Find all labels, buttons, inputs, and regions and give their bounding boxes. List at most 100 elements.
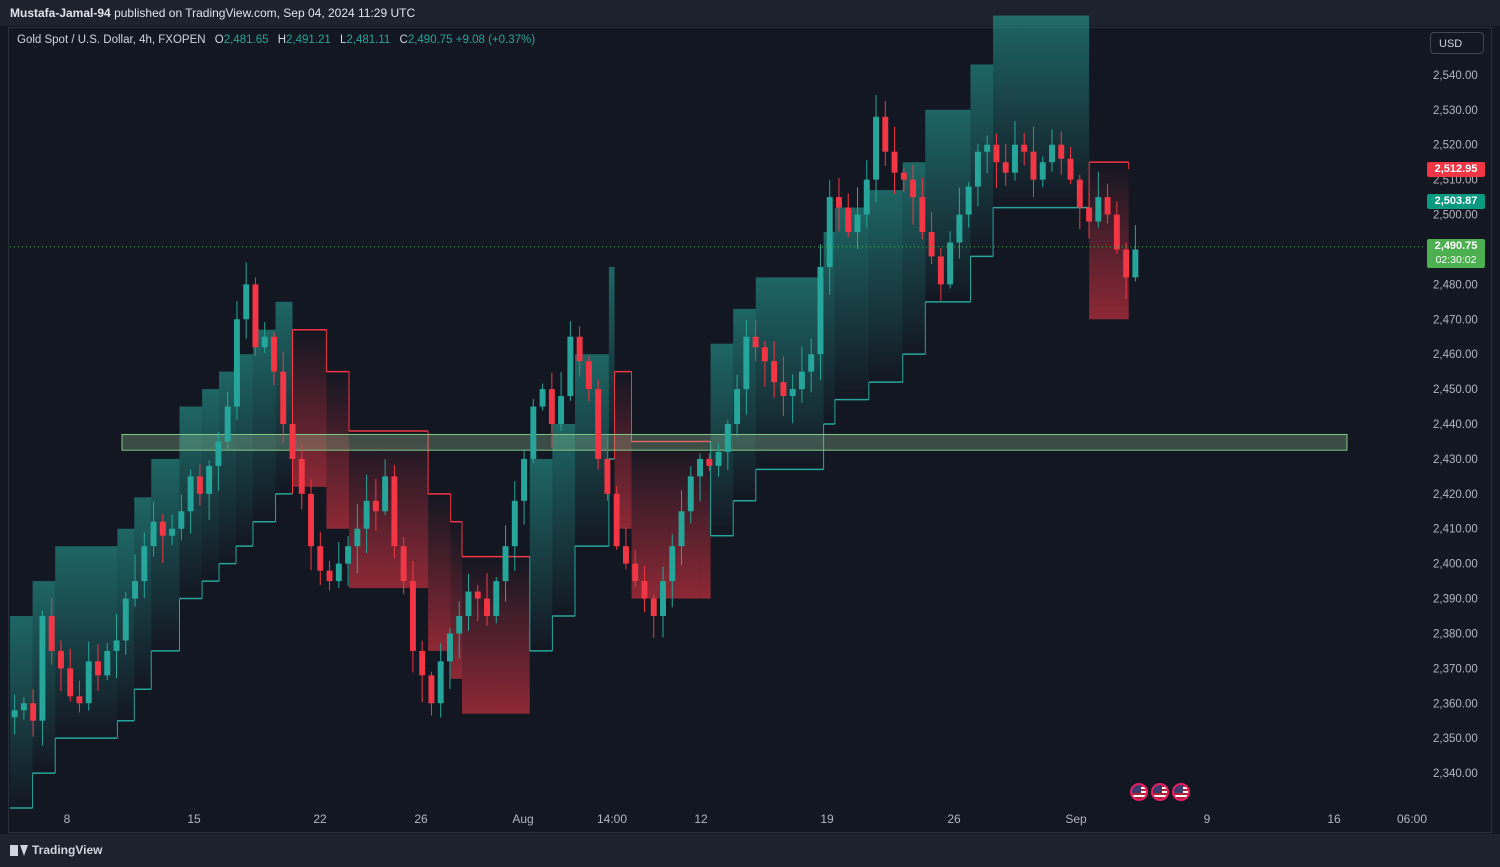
candle-body [993, 144, 1000, 163]
candle-body [808, 354, 815, 372]
candle-body [419, 650, 426, 676]
currency-button[interactable]: USD [1430, 32, 1484, 54]
candle-body [317, 546, 324, 571]
x-tick-label: 14:00 [597, 812, 627, 826]
author-name[interactable]: Mustafa-Jamal-94 [10, 6, 111, 20]
candle-body [20, 703, 27, 711]
candle-body [252, 284, 259, 348]
trail-band-up [834, 207, 869, 400]
y-tick-label: 2,390.00 [1433, 594, 1478, 606]
candle-body [595, 389, 602, 459]
candle-body [11, 710, 18, 718]
candle-body [474, 591, 481, 599]
trail-band-up [134, 497, 152, 690]
candle-body [1132, 249, 1139, 278]
price-tag-green: 2,503.87 [1427, 194, 1485, 209]
candle-body [613, 493, 620, 547]
candle-body [187, 476, 194, 512]
candle-body [372, 500, 379, 512]
candle-body [1030, 151, 1037, 180]
candle-body [437, 661, 444, 704]
candle-body [928, 232, 935, 257]
y-tick-label: 2,360.00 [1433, 698, 1478, 710]
us-flag-icon[interactable] [1130, 783, 1148, 801]
candle-body [104, 650, 111, 676]
candle-body [409, 581, 416, 651]
candle-body [57, 650, 64, 669]
candle-body [215, 441, 222, 466]
close-label: C [399, 34, 408, 46]
trail-band-down [699, 441, 711, 599]
candle-body [243, 284, 250, 320]
trail-band-up [552, 424, 575, 616]
candle-body [1123, 249, 1130, 278]
candle-body [604, 458, 611, 494]
candle-body [298, 458, 305, 494]
x-tick-label: 26 [414, 812, 428, 826]
economic-events [1130, 783, 1190, 801]
candle-body [771, 361, 778, 383]
candle-body [39, 616, 46, 721]
candle-body [85, 661, 92, 704]
trail-band-down [450, 521, 462, 679]
candle-body [910, 179, 917, 198]
candle-body [382, 476, 389, 512]
trail-band-up [10, 616, 33, 808]
y-tick-label: 2,340.00 [1433, 768, 1478, 780]
y-tick-label: 2,480.00 [1433, 279, 1478, 291]
candle-body [354, 528, 361, 547]
candle-body [974, 151, 981, 187]
candle-body [224, 406, 231, 442]
candle-body [1002, 162, 1009, 173]
last-price-value: 2,490.75 [1434, 240, 1478, 252]
support-zone[interactable] [121, 433, 1348, 451]
x-tick-label: 9 [1204, 812, 1211, 826]
us-flag-icon[interactable] [1151, 783, 1169, 801]
candle-body [122, 598, 129, 641]
candle-body [752, 336, 759, 348]
candle-body [724, 424, 731, 452]
y-tick-label: 2,410.00 [1433, 524, 1478, 536]
candle-body [233, 319, 240, 407]
trail-band-up [608, 266, 615, 459]
candle-body [761, 347, 768, 362]
tradingview-logo[interactable]: TradingView [10, 843, 102, 857]
candle-body [706, 458, 713, 466]
trail-band-down [1089, 162, 1129, 320]
low-value: 2,481.11 [346, 34, 391, 46]
candle-body [261, 336, 268, 348]
trail-band-up [1083, 15, 1090, 208]
y-tick-label: 2,470.00 [1433, 314, 1478, 326]
y-tick-label: 2,380.00 [1433, 628, 1478, 640]
bar-countdown: 02:30:02 [1435, 254, 1477, 266]
y-tick-label: 2,500.00 [1433, 210, 1478, 222]
candle-body [1021, 144, 1028, 152]
candle-body [76, 696, 83, 704]
x-tick-label: 12 [694, 812, 708, 826]
us-flag-icon[interactable] [1172, 783, 1190, 801]
ohlc-legend: Gold Spot / U.S. Dollar, 4h, FXOPEN O2,4… [17, 34, 535, 46]
candle-body [687, 476, 694, 512]
brand-name: TradingView [32, 843, 103, 857]
high-value: 2,491.21 [286, 34, 331, 46]
candle-body [669, 546, 676, 582]
symbol-title[interactable]: Gold Spot / U.S. Dollar, 4h, FXOPEN [17, 34, 206, 46]
candle-body [622, 546, 629, 564]
candlestick-chart[interactable]: 2,340.00 2,350.00 2,360.00 2,370.00 2,380.00… [0, 0, 1500, 834]
x-tick-label: 19 [820, 812, 834, 826]
y-tick-label: 2,420.00 [1433, 489, 1478, 501]
trail-band-down [631, 441, 700, 599]
candle-body [159, 521, 166, 536]
price-tag-red: 2,512.95 [1427, 162, 1485, 177]
candle-body [558, 396, 565, 424]
candle-body [1067, 158, 1074, 180]
trail-band-up [823, 232, 835, 424]
trail-band-down [405, 430, 429, 589]
x-tick-label: 26 [947, 812, 961, 826]
candle-body [1011, 144, 1018, 173]
y-tick-label: 2,440.00 [1433, 419, 1478, 431]
candle-body [456, 616, 463, 634]
tradingview-logo-icon [10, 844, 28, 856]
candle-body [984, 144, 991, 152]
last-price-tag: 2,490.75 02:30:02 [1427, 239, 1485, 268]
